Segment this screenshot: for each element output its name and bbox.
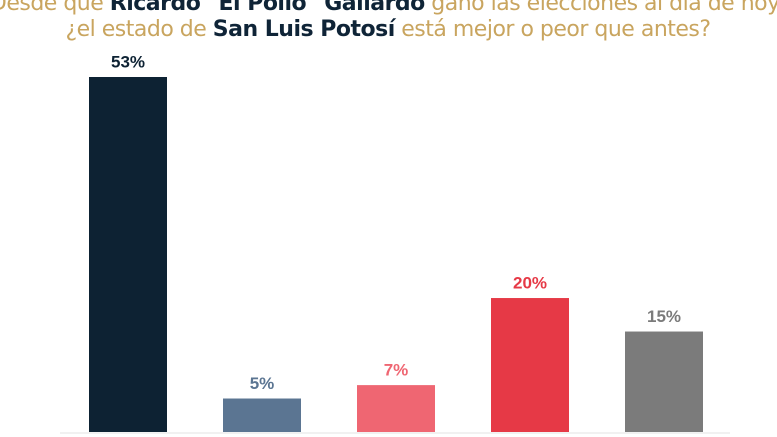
- chart-title-line: Desde que Ricardo "El Pollo" Gallardo ga…: [0, 0, 777, 16]
- value-label: 7%: [384, 361, 409, 380]
- bar: [625, 331, 703, 432]
- bar: [89, 77, 167, 432]
- bar: [491, 298, 569, 432]
- title-segment: está mejor o peor que antes?: [395, 17, 711, 42]
- bar: [357, 385, 435, 432]
- value-label: 53%: [111, 52, 145, 71]
- title-segment: ¿el estado de: [65, 17, 212, 42]
- title-segment: Desde que: [0, 0, 110, 16]
- title-segment: ganó las elecciones al día de hoy,: [425, 0, 777, 16]
- bar: [223, 398, 301, 432]
- value-label: 15%: [647, 307, 681, 326]
- title-segment: San Luis Potosí: [213, 17, 397, 42]
- chart-title-line: ¿el estado de San Luis Potosí está mejor…: [65, 17, 710, 42]
- value-label: 20%: [513, 274, 547, 293]
- title-segment: Ricardo "El Pollo" Gallardo: [110, 0, 425, 16]
- value-label: 5%: [250, 374, 275, 393]
